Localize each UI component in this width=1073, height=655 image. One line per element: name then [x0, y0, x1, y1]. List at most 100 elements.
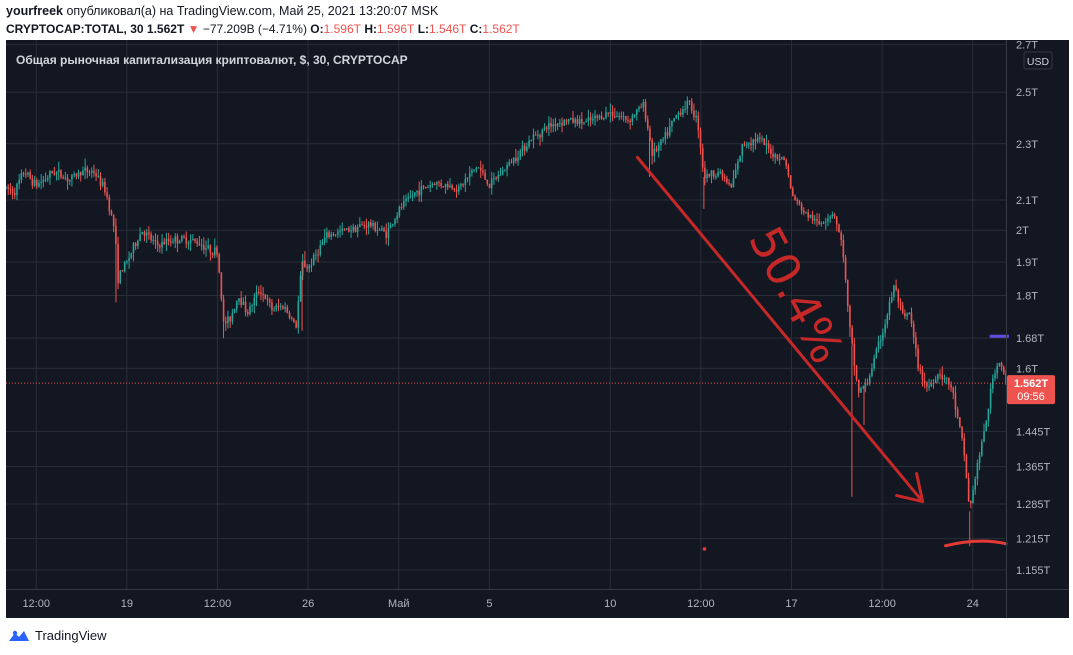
candle-body	[429, 185, 431, 188]
candle-body	[126, 261, 128, 263]
candle-body	[530, 140, 533, 142]
candle-body	[407, 197, 409, 199]
candle-body	[959, 417, 961, 427]
candle-body	[93, 170, 95, 174]
candle-body	[213, 247, 216, 256]
last-price-badge	[1007, 375, 1055, 405]
candle-body	[688, 100, 691, 102]
candle-body	[97, 175, 100, 177]
candle-body	[501, 170, 504, 175]
candle-body	[545, 127, 548, 130]
candle-body	[893, 285, 895, 297]
chart-panel[interactable]: Общая рыночная капитализация криптовалют…	[6, 40, 1069, 618]
low-value: 1.546T	[429, 22, 467, 36]
candle-body	[229, 316, 231, 322]
author-name[interactable]: yourfreek	[6, 4, 63, 18]
candle-body	[486, 179, 489, 184]
candle-body	[383, 228, 385, 232]
candle-body	[9, 188, 12, 190]
candle-body	[559, 123, 561, 125]
candle-body	[552, 124, 555, 127]
candle-body	[279, 306, 282, 308]
candle-body	[453, 188, 456, 190]
candle-body	[266, 299, 269, 301]
candle-body	[1000, 362, 1003, 367]
candle-body	[244, 301, 247, 313]
candle-body	[783, 157, 785, 160]
candle-body	[418, 190, 420, 196]
candle-body	[539, 134, 541, 138]
candle-body	[807, 212, 809, 218]
candlestick-chart[interactable]: Общая рыночная капитализация криптовалют…	[6, 40, 1069, 618]
candle-body	[495, 177, 497, 179]
publication-line: yourfreek опубликовал(а) на TradingView.…	[6, 4, 438, 18]
candle-body	[235, 301, 238, 310]
candle-body	[205, 248, 207, 250]
drawdown-arrow-line	[635, 155, 925, 504]
candle-body	[319, 245, 322, 255]
candle-body	[44, 179, 47, 181]
candle-body	[409, 196, 412, 198]
candle-body	[104, 182, 106, 193]
candle-body	[596, 115, 599, 118]
candle-body	[706, 174, 708, 179]
candle-body	[154, 240, 157, 242]
candle-body	[862, 387, 864, 389]
candle-body	[284, 307, 286, 309]
candle-body	[16, 183, 18, 196]
candle-body	[348, 228, 350, 232]
candle-body	[873, 357, 875, 369]
candle-body	[427, 187, 429, 189]
candle-body	[649, 128, 651, 141]
candle-body	[809, 214, 812, 218]
candle-body	[471, 170, 473, 174]
candle-body	[789, 175, 792, 189]
candle-body	[668, 126, 671, 136]
candle-body	[64, 177, 67, 179]
candle-body	[585, 121, 588, 123]
candle-body	[110, 210, 113, 215]
candle-body	[1003, 366, 1005, 374]
candle-body	[994, 373, 996, 379]
last-price: 1.562T	[146, 22, 185, 36]
candle-body	[438, 182, 440, 184]
candle-body	[567, 119, 570, 122]
candle-body	[185, 237, 188, 244]
candle-body	[613, 116, 616, 118]
brand-name[interactable]: TradingView	[35, 628, 107, 643]
candle-body	[405, 198, 407, 202]
candle-body	[574, 119, 577, 123]
candle-body	[752, 139, 755, 146]
candle-body	[398, 207, 401, 216]
candle-body	[251, 305, 253, 307]
x-tick-label: 12:00	[204, 598, 232, 610]
candle-body	[13, 193, 16, 196]
candle-body	[831, 214, 834, 217]
candle-body	[824, 221, 827, 223]
candle-body	[224, 321, 227, 324]
candle-body	[704, 167, 706, 179]
candle-body	[781, 157, 783, 160]
x-tick-label: 24	[967, 598, 979, 610]
candle-body	[855, 365, 858, 380]
candle-body	[301, 260, 304, 276]
candle-body	[152, 240, 155, 242]
candle-body	[767, 143, 770, 149]
candle-body	[846, 279, 849, 307]
candle-body	[754, 139, 757, 142]
candle-body	[387, 228, 390, 238]
candle-body	[488, 183, 491, 188]
candle-body	[853, 343, 856, 366]
candle-body	[550, 123, 552, 127]
candle-body	[130, 253, 133, 259]
y-tick-label: 1.215T	[1016, 534, 1051, 546]
candle-body	[616, 116, 618, 118]
candle-body	[693, 110, 695, 118]
candle-body	[589, 117, 592, 121]
symbol-name[interactable]: CRYPTOCAP:TOTAL, 30	[6, 22, 144, 36]
candle-body	[860, 388, 862, 393]
candle-body	[46, 177, 49, 180]
candle-body	[339, 230, 341, 232]
x-tick-label: 12:00	[687, 598, 715, 610]
candle-body	[655, 148, 658, 151]
